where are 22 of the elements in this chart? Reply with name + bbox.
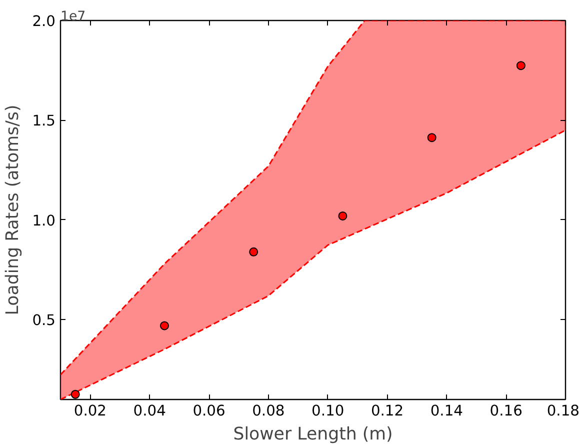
x-tick-label: 0.02 bbox=[74, 402, 107, 420]
x-tick-label: 0.08 bbox=[252, 402, 285, 420]
point bbox=[427, 133, 436, 142]
x-axis-title: Slower Length (m) bbox=[233, 424, 393, 444]
x-tick-label: 0.14 bbox=[430, 402, 463, 420]
y-axis-title: Loading Rates (atoms/s) bbox=[3, 104, 24, 316]
line-series bbox=[60, 129, 566, 400]
y-tick-label: 0.5 bbox=[32, 312, 56, 330]
y-tick-label: 1.5 bbox=[32, 112, 56, 130]
x-tick-label: 0.10 bbox=[312, 402, 344, 420]
point bbox=[338, 211, 348, 220]
y-tick-label: 1.0 bbox=[32, 212, 56, 230]
x-tick-label: 0.18 bbox=[546, 402, 579, 420]
x-tick-label: 0.06 bbox=[192, 402, 226, 420]
point bbox=[160, 321, 169, 330]
point bbox=[70, 390, 80, 399]
point bbox=[249, 247, 258, 256]
x-tick-label: 0.04 bbox=[133, 402, 166, 420]
y-tick-label: 2.0 bbox=[32, 13, 56, 30]
x-tick-label: 0.16 bbox=[490, 402, 522, 420]
point bbox=[516, 61, 526, 70]
x-tick-label: 0.12 bbox=[370, 402, 404, 420]
